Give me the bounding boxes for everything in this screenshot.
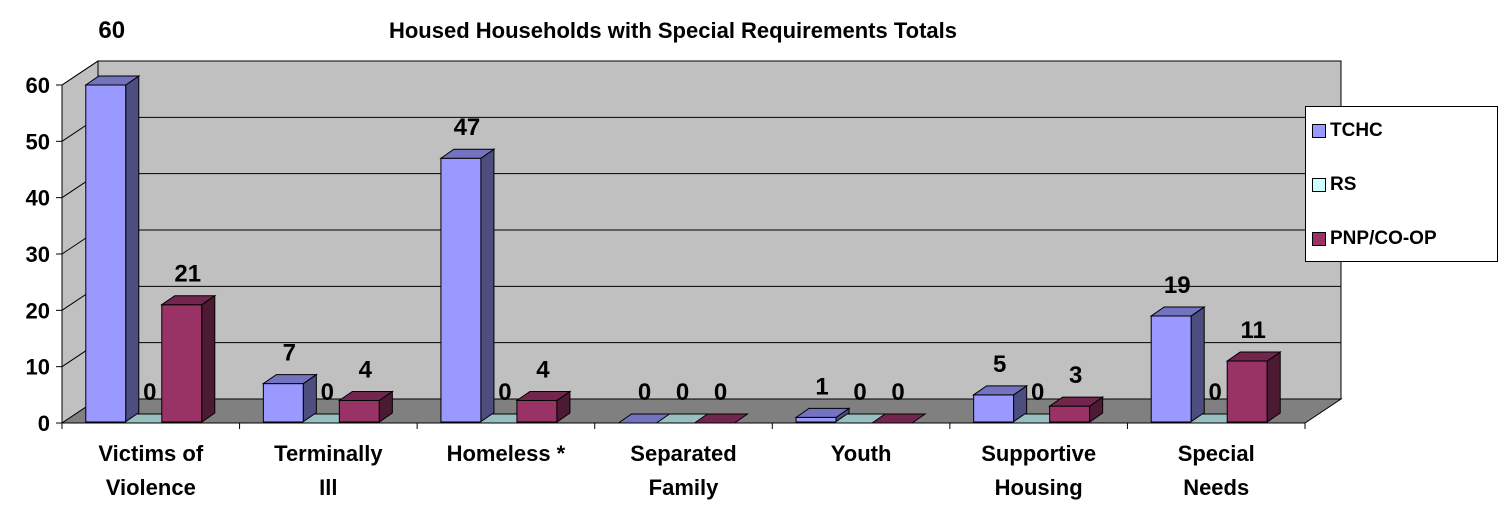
bar-pnp-co-op: 3 [1048, 362, 1105, 423]
data-label: 0 [321, 379, 334, 406]
x-category-label: Youth [831, 441, 892, 466]
legend-swatch-pnp-coop [1312, 232, 1326, 246]
legend-label-pnp-coop: PNP/CO-OP [1330, 228, 1437, 249]
x-axis: Victims of Violence Terminally Ill Homeless … [61, 422, 1306, 500]
bar-front [973, 394, 1015, 423]
bar-top [160, 295, 217, 306]
bar-rs: 0 [832, 379, 889, 424]
data-label: 0 [143, 379, 156, 406]
bar-top [1149, 306, 1206, 317]
data-label: 47 [454, 114, 481, 141]
bar-top [337, 390, 394, 401]
data-label: 21 [174, 261, 201, 288]
bar-pnp-co-op: 4 [515, 356, 572, 423]
legend-swatch-tchc [1312, 124, 1326, 138]
x-category-label: Housing [995, 475, 1083, 500]
y-tick-label: 50 [26, 129, 50, 154]
chart-walls [60, 60, 1343, 424]
y-tick-label: 0 [38, 411, 50, 436]
data-label: 0 [638, 379, 651, 406]
bar-tchc: 47 [439, 114, 496, 423]
x-category-label: Special [1178, 441, 1255, 466]
bar-front [1226, 360, 1268, 423]
x-category-label: Needs [1183, 475, 1249, 500]
bar-top [1048, 396, 1105, 407]
data-label: 5 [993, 351, 1006, 378]
bar-top [515, 390, 572, 401]
bar-tchc: 5 [972, 351, 1029, 423]
data-label: 0 [853, 379, 866, 406]
y-tick-label: 10 [26, 355, 50, 380]
legend-label-rs: RS [1330, 174, 1357, 195]
data-label: 1 [815, 373, 828, 400]
legend-item-tchc: TCHC [1312, 120, 1383, 141]
x-category-label: Victims of [98, 441, 203, 466]
bar-top [794, 407, 851, 418]
data-label: 19 [1164, 272, 1191, 299]
legend-label-tchc: TCHC [1330, 120, 1383, 141]
bar-front [161, 304, 203, 423]
data-label: 7 [283, 340, 296, 367]
legend: TCHC RS PNP/CO-OP [1305, 106, 1498, 262]
x-category-label: Supportive [981, 441, 1096, 466]
bar-side [1190, 306, 1205, 423]
x-category-label: Ill [319, 475, 337, 500]
y-tick-label: 20 [26, 298, 50, 323]
bar-side [1266, 351, 1281, 423]
bar-tchc: 19 [1149, 272, 1206, 423]
legend-item-rs: RS [1312, 174, 1357, 195]
bar-top [439, 148, 496, 159]
legend-item-pnp-coop: PNP/CO-OP [1312, 228, 1437, 249]
y-tick-label: 30 [26, 242, 50, 267]
x-category-label: Separated [630, 441, 736, 466]
gridline [61, 60, 1341, 86]
y-axis: 0 10 20 30 40 50 60 [26, 73, 63, 436]
data-label: 4 [359, 356, 373, 383]
data-label: 0 [1031, 379, 1044, 406]
chart-title: Housed Households with Special Requireme… [389, 18, 957, 43]
legend-swatch-rs [1312, 178, 1326, 192]
bar-tchc: 60 [84, 17, 141, 423]
y-tick-label: 60 [26, 73, 50, 98]
bar-front [516, 399, 558, 423]
bar-tchc: 7 [261, 340, 318, 423]
bar-tchc: 1 [794, 373, 851, 423]
bar-top [261, 374, 318, 385]
bar-top [84, 75, 141, 86]
bar-front [1049, 405, 1091, 423]
bar-top [972, 385, 1029, 396]
bar-top [1225, 351, 1282, 362]
x-category-label: Family [649, 475, 719, 500]
data-label: 0 [498, 379, 511, 406]
data-label: 4 [536, 356, 550, 383]
bar-front [795, 416, 837, 423]
data-label: 3 [1069, 362, 1082, 389]
data-label: 0 [891, 379, 904, 406]
bar-side [201, 294, 216, 423]
bar-pnp-co-op: 4 [337, 356, 394, 423]
bar-front [85, 84, 127, 423]
bar-pnp-co-op: 21 [160, 261, 217, 423]
bar-front [1150, 315, 1192, 423]
data-label: 11 [1241, 317, 1266, 344]
data-label: 60 [98, 17, 125, 44]
x-category-label: Terminally [274, 441, 383, 466]
bar-pnp-co-op: 11 [1225, 317, 1282, 423]
bar-front [262, 383, 304, 423]
bar-front [440, 157, 482, 423]
bar-side [125, 75, 140, 423]
bar-side [480, 148, 495, 423]
bar-front [338, 399, 380, 423]
data-label: 0 [714, 379, 727, 406]
y-tick-label: 40 [26, 186, 50, 211]
data-label: 0 [1209, 379, 1222, 406]
x-category-label: Violence [106, 475, 196, 500]
data-label: 0 [676, 379, 689, 406]
bar-pnp-co-op: 0 [870, 379, 927, 424]
x-category-label: Homeless * [447, 441, 566, 466]
bar-pnp-co-op: 0 [692, 379, 750, 424]
